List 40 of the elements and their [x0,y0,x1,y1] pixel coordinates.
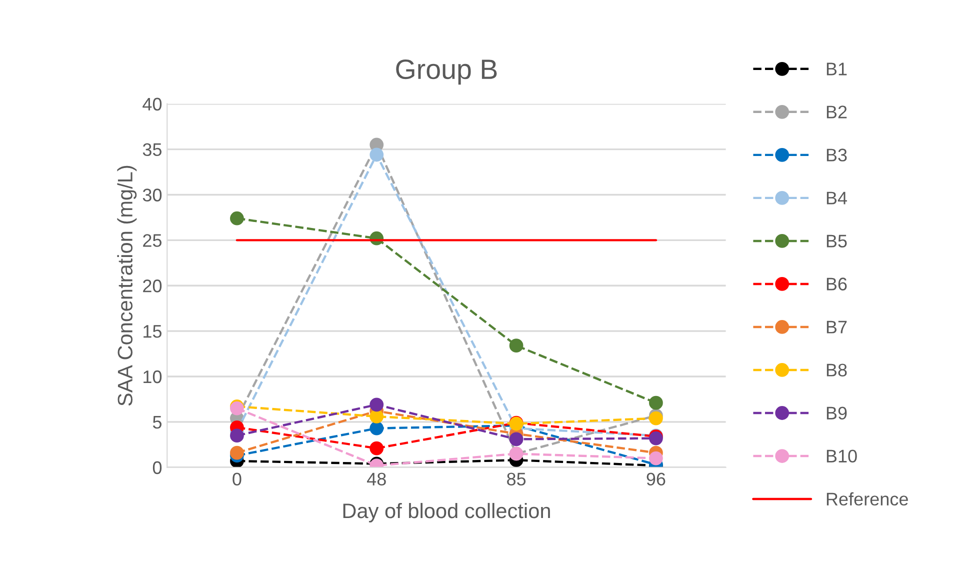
legend-label: B6 [826,278,847,290]
point [649,396,663,410]
legend-label: B5 [826,234,847,248]
x-axis-title: Day of blood collection [343,502,550,522]
legend-label: B2 [826,106,847,118]
y-tick-label: 30 [142,188,162,202]
point [509,432,524,446]
legend-label: B1 [826,62,847,76]
y-tick-label: 25 [143,234,162,247]
legend-label: B8 [826,364,847,376]
y-tick-label: 35 [142,143,162,156]
legend-label: B7 [826,320,847,334]
x-tick-label: 96 [646,472,666,486]
y-tick-label: 40 [142,98,162,111]
chart-title: Group B [396,59,497,85]
point [509,338,524,353]
point [370,441,384,456]
x-tick-label: 48 [367,472,386,486]
point [230,446,244,460]
y-tick-label: 15 [144,325,162,338]
point [370,421,384,436]
point [370,410,384,424]
y-tick-label: 0 [152,461,162,474]
point [649,411,663,426]
point [370,148,384,162]
legend-label: Reference [826,492,908,506]
x-tick-label: 0 [232,472,242,486]
point [370,398,384,412]
legend-label: B9 [826,406,847,420]
y-tick-label: 5 [152,416,162,429]
point [230,211,244,226]
x-tick-label: 85 [507,472,526,486]
legend-label: B4 [826,192,847,204]
point [230,428,244,443]
y-tick-label: 10 [144,370,162,384]
y-axis-title: SAA Concentration (mg/L) [117,166,137,406]
y-tick-label: 20 [143,280,162,292]
legend-label: B10 [826,450,857,463]
legend-label: B3 [826,148,847,162]
point [649,451,663,466]
